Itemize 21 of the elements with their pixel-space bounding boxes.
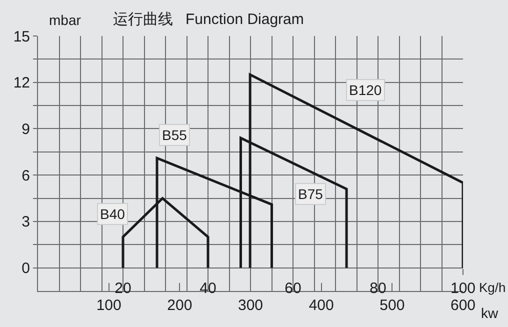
series-label: B55 bbox=[162, 127, 188, 143]
y-axis-title: mbar bbox=[49, 12, 82, 28]
series-label: B75 bbox=[298, 186, 324, 202]
x2-tick-label: 300 bbox=[238, 297, 264, 314]
y-tick-label: 3 bbox=[22, 214, 30, 231]
x2-tick-label: 400 bbox=[308, 297, 334, 314]
x2-tick-label: 100 bbox=[96, 297, 122, 314]
y-tick-label: 9 bbox=[22, 120, 30, 138]
y-tick-label: 15 bbox=[13, 28, 30, 46]
x-tick-label: 100 bbox=[450, 280, 476, 297]
x2-axis-title: kw bbox=[481, 305, 499, 321]
y-tick-label: 12 bbox=[13, 74, 30, 92]
chart-title: 运行曲线 Function Diagram bbox=[113, 11, 304, 28]
x-axis-title: Kg/h bbox=[479, 280, 506, 295]
y-tick-label: 0 bbox=[22, 260, 30, 278]
x2-tick-label: 600 bbox=[450, 297, 476, 314]
series-label: B40 bbox=[100, 206, 126, 222]
y-tick-label: 6 bbox=[22, 167, 30, 184]
x2-tick-label: 200 bbox=[167, 297, 192, 314]
x2-tick-label: 500 bbox=[380, 297, 405, 314]
series-label: B120 bbox=[349, 82, 382, 98]
